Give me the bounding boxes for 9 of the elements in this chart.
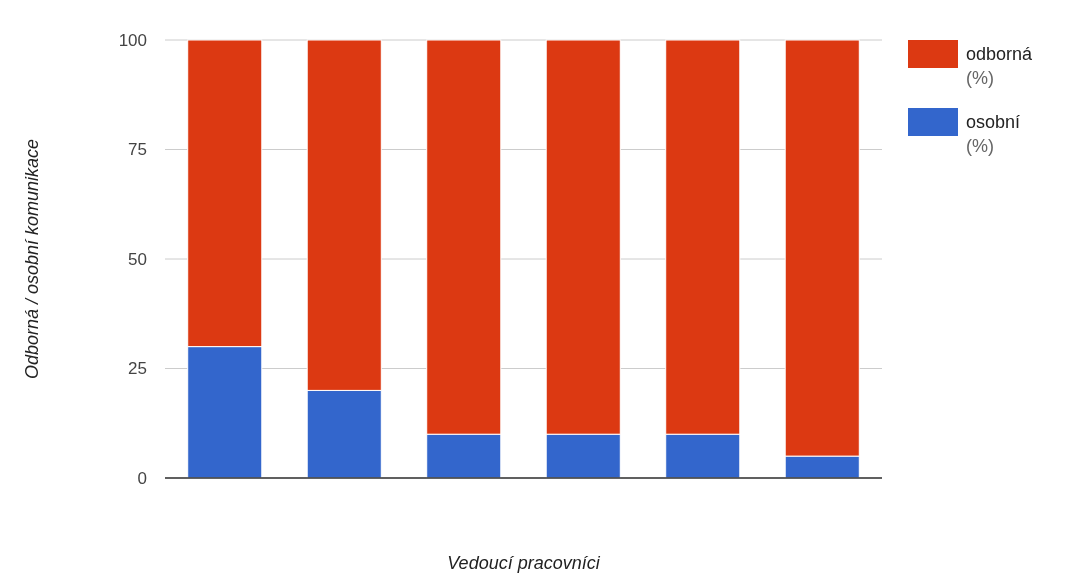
y-tick-label: 25: [128, 359, 147, 379]
y-tick-label: 100: [118, 30, 147, 50]
y-axis-title: Odborná / osobní komunikace: [22, 138, 42, 380]
x-axis-title: Vedoucí pracovníci: [447, 553, 601, 573]
y-tick-label: 50: [128, 249, 147, 269]
text: odborná (%): [966, 44, 1038, 88]
y-tick-label: 0: [137, 468, 147, 488]
legend-label: osobní (%): [966, 112, 1026, 156]
y-tick-label: 75: [128, 140, 147, 160]
